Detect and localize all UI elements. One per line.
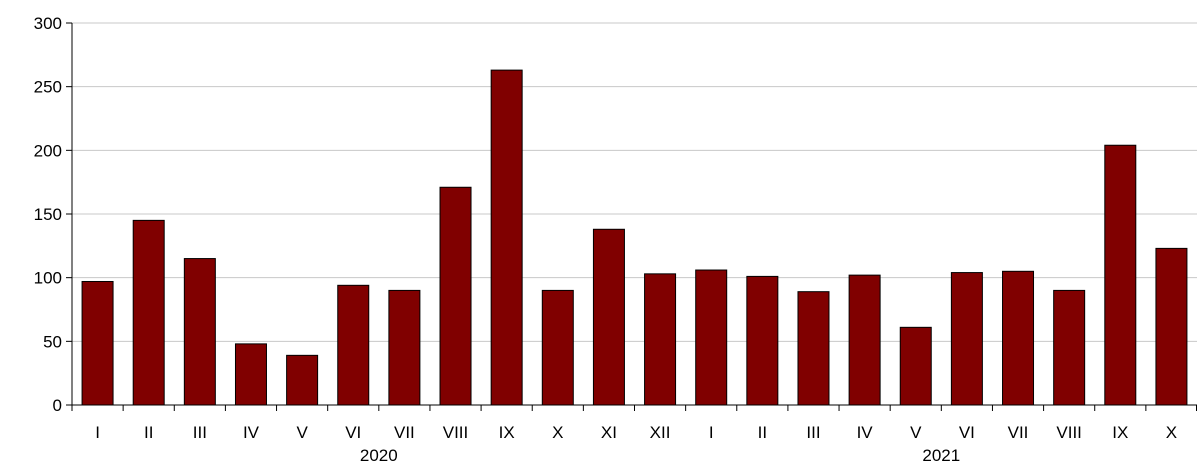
bar [899, 326, 932, 406]
x-tick-label: X [1166, 423, 1177, 442]
bar [797, 291, 830, 406]
y-tick-label: 300 [34, 14, 62, 33]
y-tick-label: 50 [43, 332, 62, 351]
x-tick-label: XII [650, 423, 671, 442]
y-tick-label: 150 [34, 205, 62, 224]
bar [337, 284, 370, 406]
x-tick-label: I [709, 423, 714, 442]
bar [644, 273, 677, 406]
bar [81, 280, 114, 406]
x-tick-label: VII [1008, 423, 1029, 442]
y-tick-label: 100 [34, 269, 62, 288]
bar [541, 289, 574, 406]
x-tick-label: VII [394, 423, 415, 442]
bar [1002, 270, 1035, 406]
y-tick-label: 0 [53, 396, 62, 415]
x-tick-label: IX [499, 423, 515, 442]
y-tick-label: 200 [34, 141, 62, 160]
x-tick-label: VI [959, 423, 975, 442]
bar [1155, 247, 1188, 406]
x-tick-label: III [193, 423, 207, 442]
bar [592, 228, 625, 406]
x-tick-label: X [552, 423, 563, 442]
bar [286, 354, 319, 406]
y-tick-label: 250 [34, 78, 62, 97]
bars [81, 69, 1188, 406]
bar [746, 275, 779, 406]
bar [388, 289, 421, 406]
bar [183, 258, 216, 406]
axes [66, 22, 1197, 411]
x-tick-label: VIII [1056, 423, 1082, 442]
year-group-label: 2021 [922, 446, 960, 463]
bar [132, 219, 165, 406]
x-tick-label: IV [857, 423, 874, 442]
bar [1104, 144, 1137, 406]
x-tick-label: II [758, 423, 767, 442]
x-tick-label: V [296, 423, 308, 442]
x-tick-label: V [910, 423, 922, 442]
bar [1053, 289, 1086, 406]
x-tick-label: VIII [443, 423, 469, 442]
bar [950, 272, 983, 406]
x-tick-label: XI [601, 423, 617, 442]
x-tick-label: IV [243, 423, 260, 442]
x-tick-label: I [95, 423, 100, 442]
bar [234, 343, 267, 406]
year-group-label: 2020 [360, 446, 398, 463]
bar [695, 269, 728, 406]
bar [439, 186, 472, 406]
x-tick-label: II [144, 423, 153, 442]
x-tick-label: III [806, 423, 820, 442]
x-tick-label: VI [345, 423, 361, 442]
bar [490, 69, 523, 406]
x-tick-label: IX [1112, 423, 1128, 442]
bar [848, 274, 881, 406]
